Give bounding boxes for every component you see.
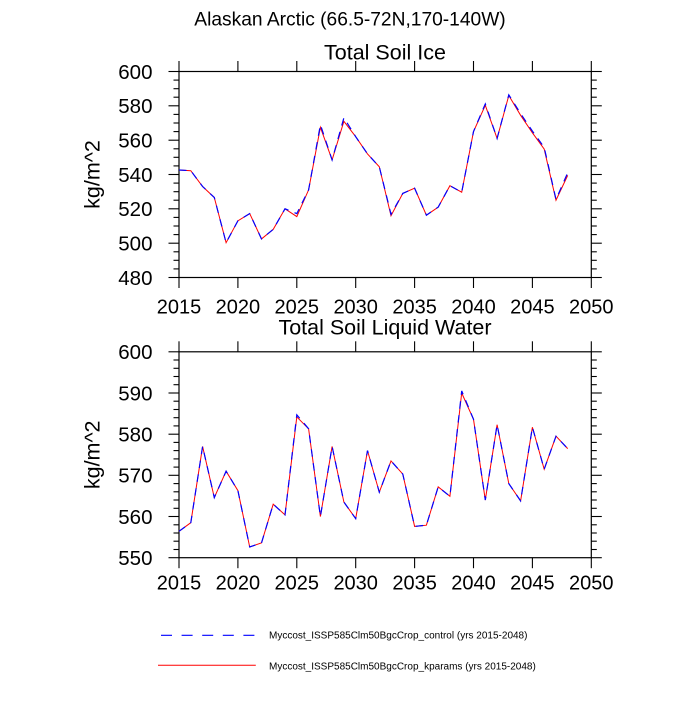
svg-text:2020: 2020 (216, 297, 261, 319)
svg-text:2020: 2020 (216, 572, 261, 594)
svg-text:480: 480 (118, 267, 152, 290)
svg-text:540: 540 (118, 164, 152, 187)
svg-text:2030: 2030 (333, 297, 378, 319)
svg-text:Myccost_ISSP585Clm50BgcCrop_co: Myccost_ISSP585Clm50BgcCrop_control (yrs… (269, 630, 527, 641)
svg-text:600: 600 (118, 341, 152, 364)
svg-text:550: 550 (118, 547, 152, 570)
svg-text:500: 500 (118, 233, 152, 256)
svg-text:600: 600 (118, 61, 152, 84)
svg-text:2035: 2035 (392, 297, 437, 319)
svg-text:2025: 2025 (275, 297, 320, 319)
svg-text:590: 590 (118, 382, 152, 405)
svg-text:570: 570 (118, 465, 152, 488)
svg-text:2035: 2035 (392, 572, 437, 594)
svg-text:2050: 2050 (569, 572, 614, 594)
svg-text:2045: 2045 (510, 297, 555, 319)
svg-text:Total Soil Liquid Water: Total Soil Liquid Water (278, 316, 491, 340)
svg-text:kg/m^2: kg/m^2 (81, 420, 105, 489)
svg-text:Total Soil Ice: Total Soil Ice (324, 40, 446, 64)
svg-text:560: 560 (118, 130, 152, 153)
svg-text:520: 520 (118, 198, 152, 221)
svg-text:560: 560 (118, 506, 152, 529)
svg-text:580: 580 (118, 424, 152, 447)
svg-text:2050: 2050 (569, 297, 614, 319)
svg-text:Alaskan Arctic (66.5-72N,170-1: Alaskan Arctic (66.5-72N,170-140W) (194, 9, 505, 30)
svg-text:2040: 2040 (451, 572, 496, 594)
svg-text:Myccost_ISSP585Clm50BgcCrop_kp: Myccost_ISSP585Clm50BgcCrop_kparams (yrs… (269, 662, 536, 673)
svg-text:2040: 2040 (451, 297, 496, 319)
svg-text:2030: 2030 (333, 572, 378, 594)
svg-text:2015: 2015 (157, 572, 202, 594)
svg-text:580: 580 (118, 95, 152, 118)
svg-text:2015: 2015 (157, 297, 202, 319)
svg-text:2025: 2025 (275, 572, 320, 594)
svg-text:2045: 2045 (510, 572, 555, 594)
svg-text:kg/m^2: kg/m^2 (81, 140, 105, 209)
